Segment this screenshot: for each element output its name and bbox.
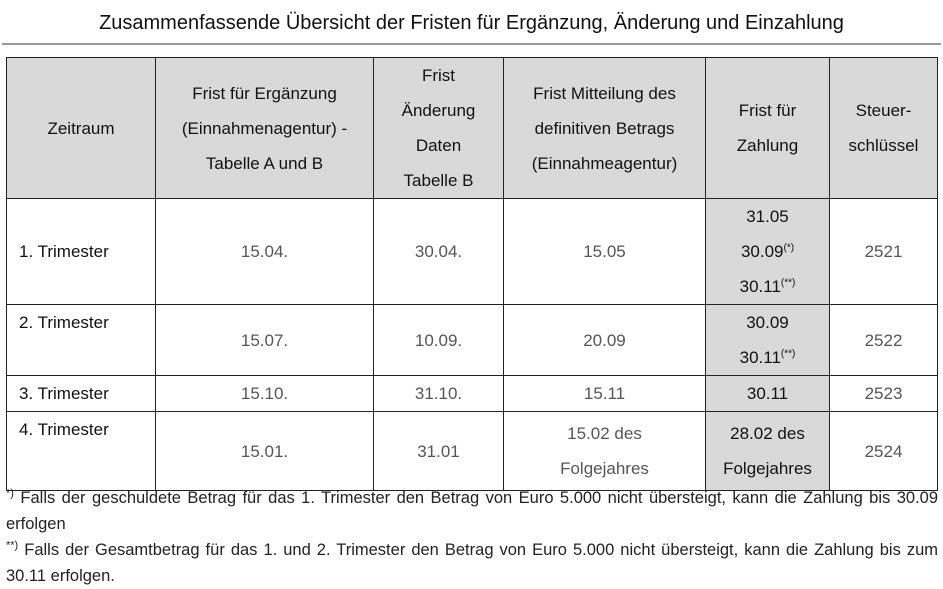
header-cell: Steuer-schlüssel <box>829 57 938 199</box>
cell-line: Frist für Ergänzung <box>192 83 337 103</box>
table-cell: 3. Trimester <box>6 375 156 412</box>
cell-line: 15.10. <box>240 384 289 403</box>
header-cell: Frist für Zahlung <box>705 57 830 199</box>
cell-line: 30.11(**) <box>712 269 823 304</box>
footnote-text: Falls der Gesamtbetrag für das 1. und 2.… <box>6 541 939 585</box>
table-cell: 31.05 30.09(*) 30.11(**) <box>705 198 830 305</box>
table-row: 3. Trimester 15.10. 31.10. 15.11 30.11 2523 <box>6 375 938 412</box>
cell-line: Zahlung <box>736 136 799 155</box>
cell-line: Tabelle B <box>403 171 474 190</box>
cell-line: 1. Trimester <box>19 242 109 261</box>
cell-line: 10.09. <box>414 330 463 350</box>
cell-line: 31.10. <box>414 384 463 403</box>
cell-line: Frist für <box>738 101 797 120</box>
cell-line: 15.11 <box>583 384 626 403</box>
footnote-marker: **) <box>6 539 19 552</box>
cell-line: 2522 <box>864 330 903 350</box>
cell-line: (Einnahmenagentur) - <box>181 118 348 138</box>
footnotes: *) Falls der geschuldete Betrag für das … <box>6 485 938 589</box>
cell-line: 20.09 <box>583 330 626 350</box>
cell-text: 30.11 <box>739 277 781 296</box>
cell-line: 15.07. <box>240 330 289 350</box>
title-rule <box>2 43 941 45</box>
cell-line: 2524 <box>864 441 903 461</box>
header-cell: Frist Änderung Daten Tabelle B <box>373 57 504 199</box>
cell-line: Änderung <box>401 101 476 120</box>
table-cell: 15.04. <box>155 198 374 305</box>
cell-line: 2. Trimester <box>19 313 109 332</box>
cell-line: schlüssel <box>848 136 919 155</box>
header-row: Zeitraum Frist für Ergänzung (Einnahmenage… <box>6 57 938 199</box>
footnote-ref: (**) <box>780 277 796 289</box>
table-cell: 20.09 <box>503 304 706 376</box>
footnote-ref: (**) <box>780 348 796 360</box>
cell-line: Folgejahres <box>560 459 649 478</box>
cell-line: 31.05 <box>746 207 789 226</box>
table-cell: 28.02 des Folgejahres <box>705 411 830 491</box>
cell-line: Tabelle A und B <box>205 153 324 173</box>
cell-line: 3. Trimester <box>19 384 109 403</box>
footnote-text: Falls der geschuldete Betrag für das 1. … <box>6 489 939 533</box>
header-cell: Frist Mitteilung des definitiven Betrags (… <box>503 57 706 199</box>
table-cell: 4. Trimester <box>6 411 156 491</box>
table-cell: 2523 <box>829 375 938 412</box>
cell-text: 30.11 <box>739 348 781 367</box>
cell-line: (Einnahmeagentur) <box>531 153 678 173</box>
cell-line: 4. Trimester <box>19 420 109 439</box>
table-cell: 15.11 <box>503 375 706 412</box>
cell-line: 30.09 <box>746 313 789 332</box>
table-cell: 2522 <box>829 304 938 376</box>
cell-line: Steuer- <box>855 101 912 120</box>
cell-line: 30.11(**) <box>712 340 823 375</box>
table-cell: 2524 <box>829 411 938 491</box>
cell-line: 2521 <box>864 242 903 261</box>
cell-line: 15.01. <box>240 441 289 461</box>
cell-line: 2523 <box>864 384 903 403</box>
cell-line: 31.01 <box>417 441 460 461</box>
cell-line: 15.02 des <box>567 424 642 443</box>
table-cell: 2. Trimester <box>6 304 156 376</box>
footnote-ref: (*) <box>783 242 795 254</box>
cell-line: 15.05 <box>583 242 626 261</box>
table-cell: 1. Trimester <box>6 198 156 305</box>
table-cell: 2521 <box>829 198 938 305</box>
footnote: *) Falls der geschuldete Betrag für das … <box>6 485 938 537</box>
footnote: **) Falls der Gesamtbetrag für das 1. un… <box>6 537 938 589</box>
cell-line: 28.02 des <box>730 424 805 443</box>
table-cell: 15.02 des Folgejahres <box>503 411 706 491</box>
cell-line: Frist Mitteilung des <box>533 83 676 103</box>
cell-line: Zeitraum <box>47 118 115 138</box>
table-cell: 30.09 30.11(**) <box>705 304 830 376</box>
cell-line: Folgejahres <box>723 459 812 478</box>
table-cell: 31.10. <box>373 375 504 412</box>
cell-line: 30.11 <box>746 384 789 403</box>
footnote-marker: *) <box>6 487 14 500</box>
title: Zusammenfassende Übersicht der Fristen f… <box>99 12 844 34</box>
cell-line: 15.04. <box>240 242 289 261</box>
table-cell: 31.01 <box>373 411 504 491</box>
table-cell: 15.07. <box>155 304 374 376</box>
table-row: 2. Trimester 15.07. 10.09. 20.09 30.09 30.11(… <box>6 304 938 376</box>
table-cell: 15.01. <box>155 411 374 491</box>
header-cell: Frist für Ergänzung (Einnahmenagentur) - T… <box>155 57 374 199</box>
table-row: 4. Trimester 15.01. 31.01 15.02 des Folgejah… <box>6 411 938 491</box>
cell-line: definitiven Betrags <box>534 118 675 138</box>
table-cell: 15.05 <box>503 198 706 305</box>
header-cell: Zeitraum <box>6 57 156 199</box>
table-cell: 10.09. <box>373 304 504 376</box>
cell-line: 30.09(*) <box>712 234 823 269</box>
cell-line: 30.04. <box>414 242 463 261</box>
cell-line: Daten <box>415 136 462 155</box>
cell-line: Frist <box>421 66 456 85</box>
deadline-table: Zeitraum Frist für Ergänzung (Einnahmenage… <box>6 57 938 491</box>
table-cell: 30.11 <box>705 375 830 412</box>
table-cell: 15.10. <box>155 375 374 412</box>
table-cell: 30.04. <box>373 198 504 305</box>
cell-text: 30.09 <box>740 242 784 261</box>
table-row: 1. Trimester 15.04. 30.04. 15.05 31.05 30.09(… <box>6 198 938 305</box>
